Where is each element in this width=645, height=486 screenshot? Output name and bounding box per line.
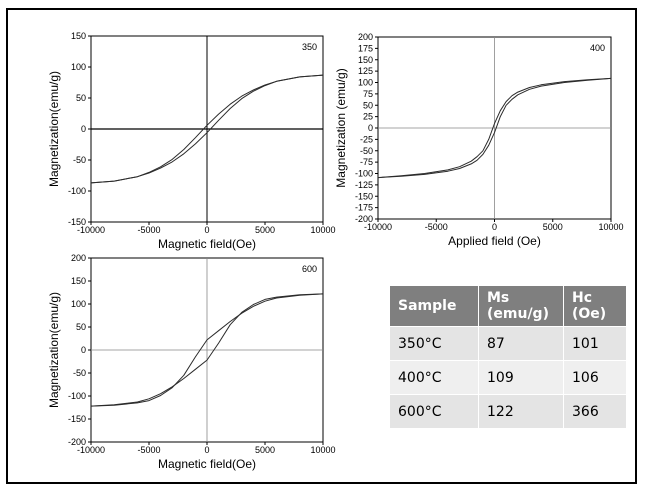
y-tick-label: -75	[360, 157, 373, 167]
y-tick-label: 150	[71, 276, 86, 286]
y-axis-title: Magnetization (emu/g)	[334, 68, 348, 187]
y-tick-label: -200	[68, 437, 86, 447]
x-tick-label: 5000	[255, 225, 275, 235]
panel-label: 350	[302, 42, 317, 52]
y-tick-label: 175	[358, 43, 373, 53]
hysteresis-branch-ascending	[90, 293, 324, 407]
y-tick-label: 0	[368, 123, 373, 133]
panel-label: 600	[302, 264, 317, 274]
x-axis-title: Applied field (Oe)	[448, 234, 541, 248]
y-tick-label: 100	[71, 299, 86, 309]
x-tick-label: -10000	[77, 225, 105, 235]
y-tick-label: 125	[358, 66, 373, 76]
y-tick-label: -100	[68, 391, 86, 401]
y-tick-label: -50	[73, 368, 86, 378]
table-cell: 600°C	[389, 394, 479, 429]
x-tick-label: 0	[204, 445, 209, 455]
x-tick-label: -5000	[425, 222, 448, 232]
header-hc: Hc (Oe)	[563, 285, 627, 327]
y-tick-label: -100	[68, 186, 86, 196]
hysteresis-branch-descending	[90, 293, 324, 407]
hysteresis-branch-ascending	[377, 77, 612, 179]
y-tick-label: -150	[68, 414, 86, 424]
x-tick-label: -5000	[137, 225, 160, 235]
y-tick-label: 25	[363, 112, 373, 122]
y-tick-label: 200	[358, 32, 373, 42]
x-tick-label: 5000	[543, 222, 563, 232]
y-axis-title: Magnetization(emu/g)	[47, 292, 61, 408]
table-cell: 350°C	[389, 326, 479, 361]
chart-panel-350: -10000 -5000 0 5000 10000 -150 -100 -50 0 50 100 15…	[47, 31, 336, 251]
y-tick-label: -25	[360, 134, 373, 144]
chart-panel-600: -10000 -5000 0 5000 10000 -200 -150 -100 -50 0 50 1…	[47, 253, 336, 471]
x-tick-label: -10000	[77, 445, 105, 455]
x-tick-label: 10000	[310, 445, 335, 455]
hysteresis-branch-descending	[377, 77, 612, 179]
table-cell: 366	[563, 394, 627, 429]
table-cell: 106	[563, 360, 627, 395]
table-cell: 109	[478, 360, 564, 395]
table-row: 600°C 122 366	[389, 394, 627, 429]
x-tick-label: 5000	[255, 445, 275, 455]
y-tick-label: -50	[73, 155, 86, 165]
table-row: 350°C 87 101	[389, 326, 627, 361]
y-tick-label: -150	[355, 191, 373, 201]
summary-table: Sample Ms (emu/g) Hc (Oe) 350°C 87 101 400…	[389, 285, 627, 429]
y-tick-label: 50	[363, 100, 373, 110]
y-tick-label: 150	[358, 55, 373, 65]
y-tick-label: 50	[76, 322, 86, 332]
table-cell: 87	[478, 326, 564, 361]
header-sample: Sample	[389, 285, 479, 327]
y-tick-label: 200	[71, 253, 86, 263]
y-tick-label: 100	[71, 62, 86, 72]
y-tick-label: 75	[363, 89, 373, 99]
y-tick-label: 50	[76, 93, 86, 103]
x-tick-label: -5000	[137, 445, 160, 455]
x-tick-label: 10000	[598, 222, 623, 232]
y-tick-label: -50	[360, 146, 373, 156]
x-tick-label: 0	[204, 225, 209, 235]
y-tick-label: 0	[81, 345, 86, 355]
hysteresis-branch-descending	[90, 74, 324, 184]
table-cell: 122	[478, 394, 564, 429]
y-tick-label: 100	[358, 78, 373, 88]
panel-label: 400	[590, 43, 605, 53]
y-tick-label: 150	[71, 31, 86, 41]
y-axis-title: Magnetization(emu/g)	[47, 71, 61, 187]
table-cell: 101	[563, 326, 627, 361]
x-tick-label: 0	[492, 222, 497, 232]
y-tick-label: -200	[355, 214, 373, 224]
x-axis-title: Magnetic field(Oe)	[158, 457, 256, 471]
table-header-row: Sample Ms (emu/g) Hc (Oe)	[389, 285, 627, 327]
y-tick-label: -150	[68, 217, 86, 227]
table-cell: 400°C	[389, 360, 479, 395]
header-ms: Ms (emu/g)	[478, 285, 564, 327]
x-axis-title: Magnetic field(Oe)	[158, 237, 256, 251]
y-tick-label: -125	[355, 180, 373, 190]
y-tick-label: 0	[81, 124, 86, 134]
y-tick-label: -175	[355, 203, 373, 213]
y-tick-label: -100	[355, 169, 373, 179]
chart-panel-400: -10000 -5000 0 5000 10000 -200-175 -150-125-10…	[334, 32, 624, 248]
table-row: 400°C 109 106	[389, 360, 627, 395]
x-tick-label: 10000	[310, 225, 335, 235]
x-tick-label: -10000	[364, 222, 392, 232]
